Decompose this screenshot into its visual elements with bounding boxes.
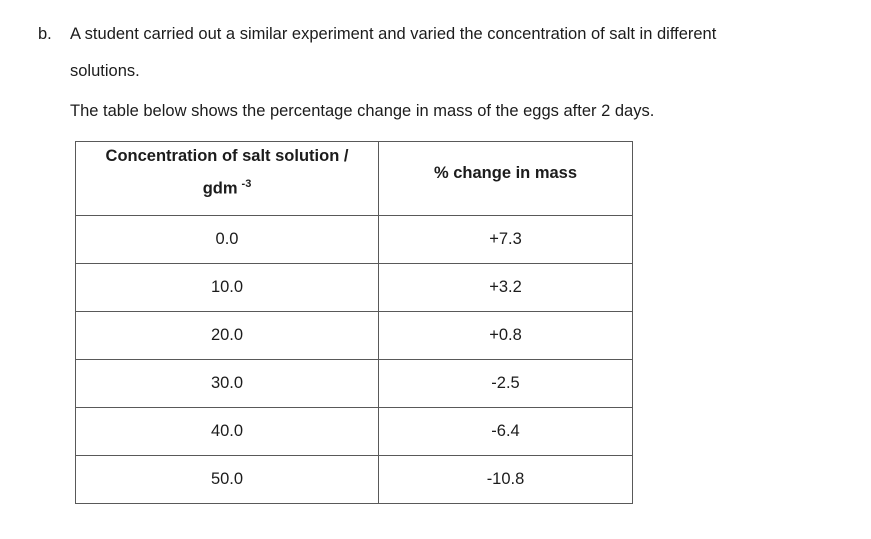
change-cell: -6.4 — [378, 407, 633, 456]
table-row: 20.0 +0.8 — [75, 311, 633, 360]
question-label: b. — [38, 25, 52, 43]
question-block: b. A student carried out a similar exper… — [38, 16, 871, 90]
col-header-concentration: Concentration of salt solution / gdm -3 — [75, 141, 379, 216]
change-cell: -2.5 — [378, 359, 633, 408]
concentration-cell: 50.0 — [75, 455, 379, 504]
change-cell: +3.2 — [378, 263, 633, 312]
concentration-cell: 0.0 — [75, 215, 379, 264]
question-text-line1: A student carried out a similar experime… — [70, 25, 717, 43]
question-text-line2: solutions. — [70, 62, 140, 80]
table-row: 40.0 -6.4 — [75, 407, 633, 456]
results-table: Concentration of salt solution / gdm -3 %… — [75, 141, 633, 504]
table-row: 50.0 -10.8 — [75, 455, 633, 504]
table-header-row: Concentration of salt solution / gdm -3 %… — [75, 141, 633, 216]
table-row: 30.0 -2.5 — [75, 359, 633, 408]
change-cell: +7.3 — [378, 215, 633, 264]
concentration-cell: 10.0 — [75, 263, 379, 312]
question-text: A student carried out a similar experime… — [70, 16, 871, 90]
table-row: 0.0 +7.3 — [75, 215, 633, 264]
col-header-concentration-exponent: -3 — [241, 178, 252, 191]
change-cell: +0.8 — [378, 311, 633, 360]
col-header-concentration-line1: Concentration of salt solution / — [105, 147, 349, 166]
col-header-concentration-unit: gdm — [202, 179, 238, 198]
change-cell: -10.8 — [378, 455, 633, 504]
col-header-change: % change in mass — [378, 141, 633, 216]
table-intro-text: The table below shows the percentage cha… — [70, 102, 655, 120]
concentration-cell: 20.0 — [75, 311, 379, 360]
concentration-cell: 40.0 — [75, 407, 379, 456]
concentration-cell: 30.0 — [75, 359, 379, 408]
table-row: 10.0 +3.2 — [75, 263, 633, 312]
